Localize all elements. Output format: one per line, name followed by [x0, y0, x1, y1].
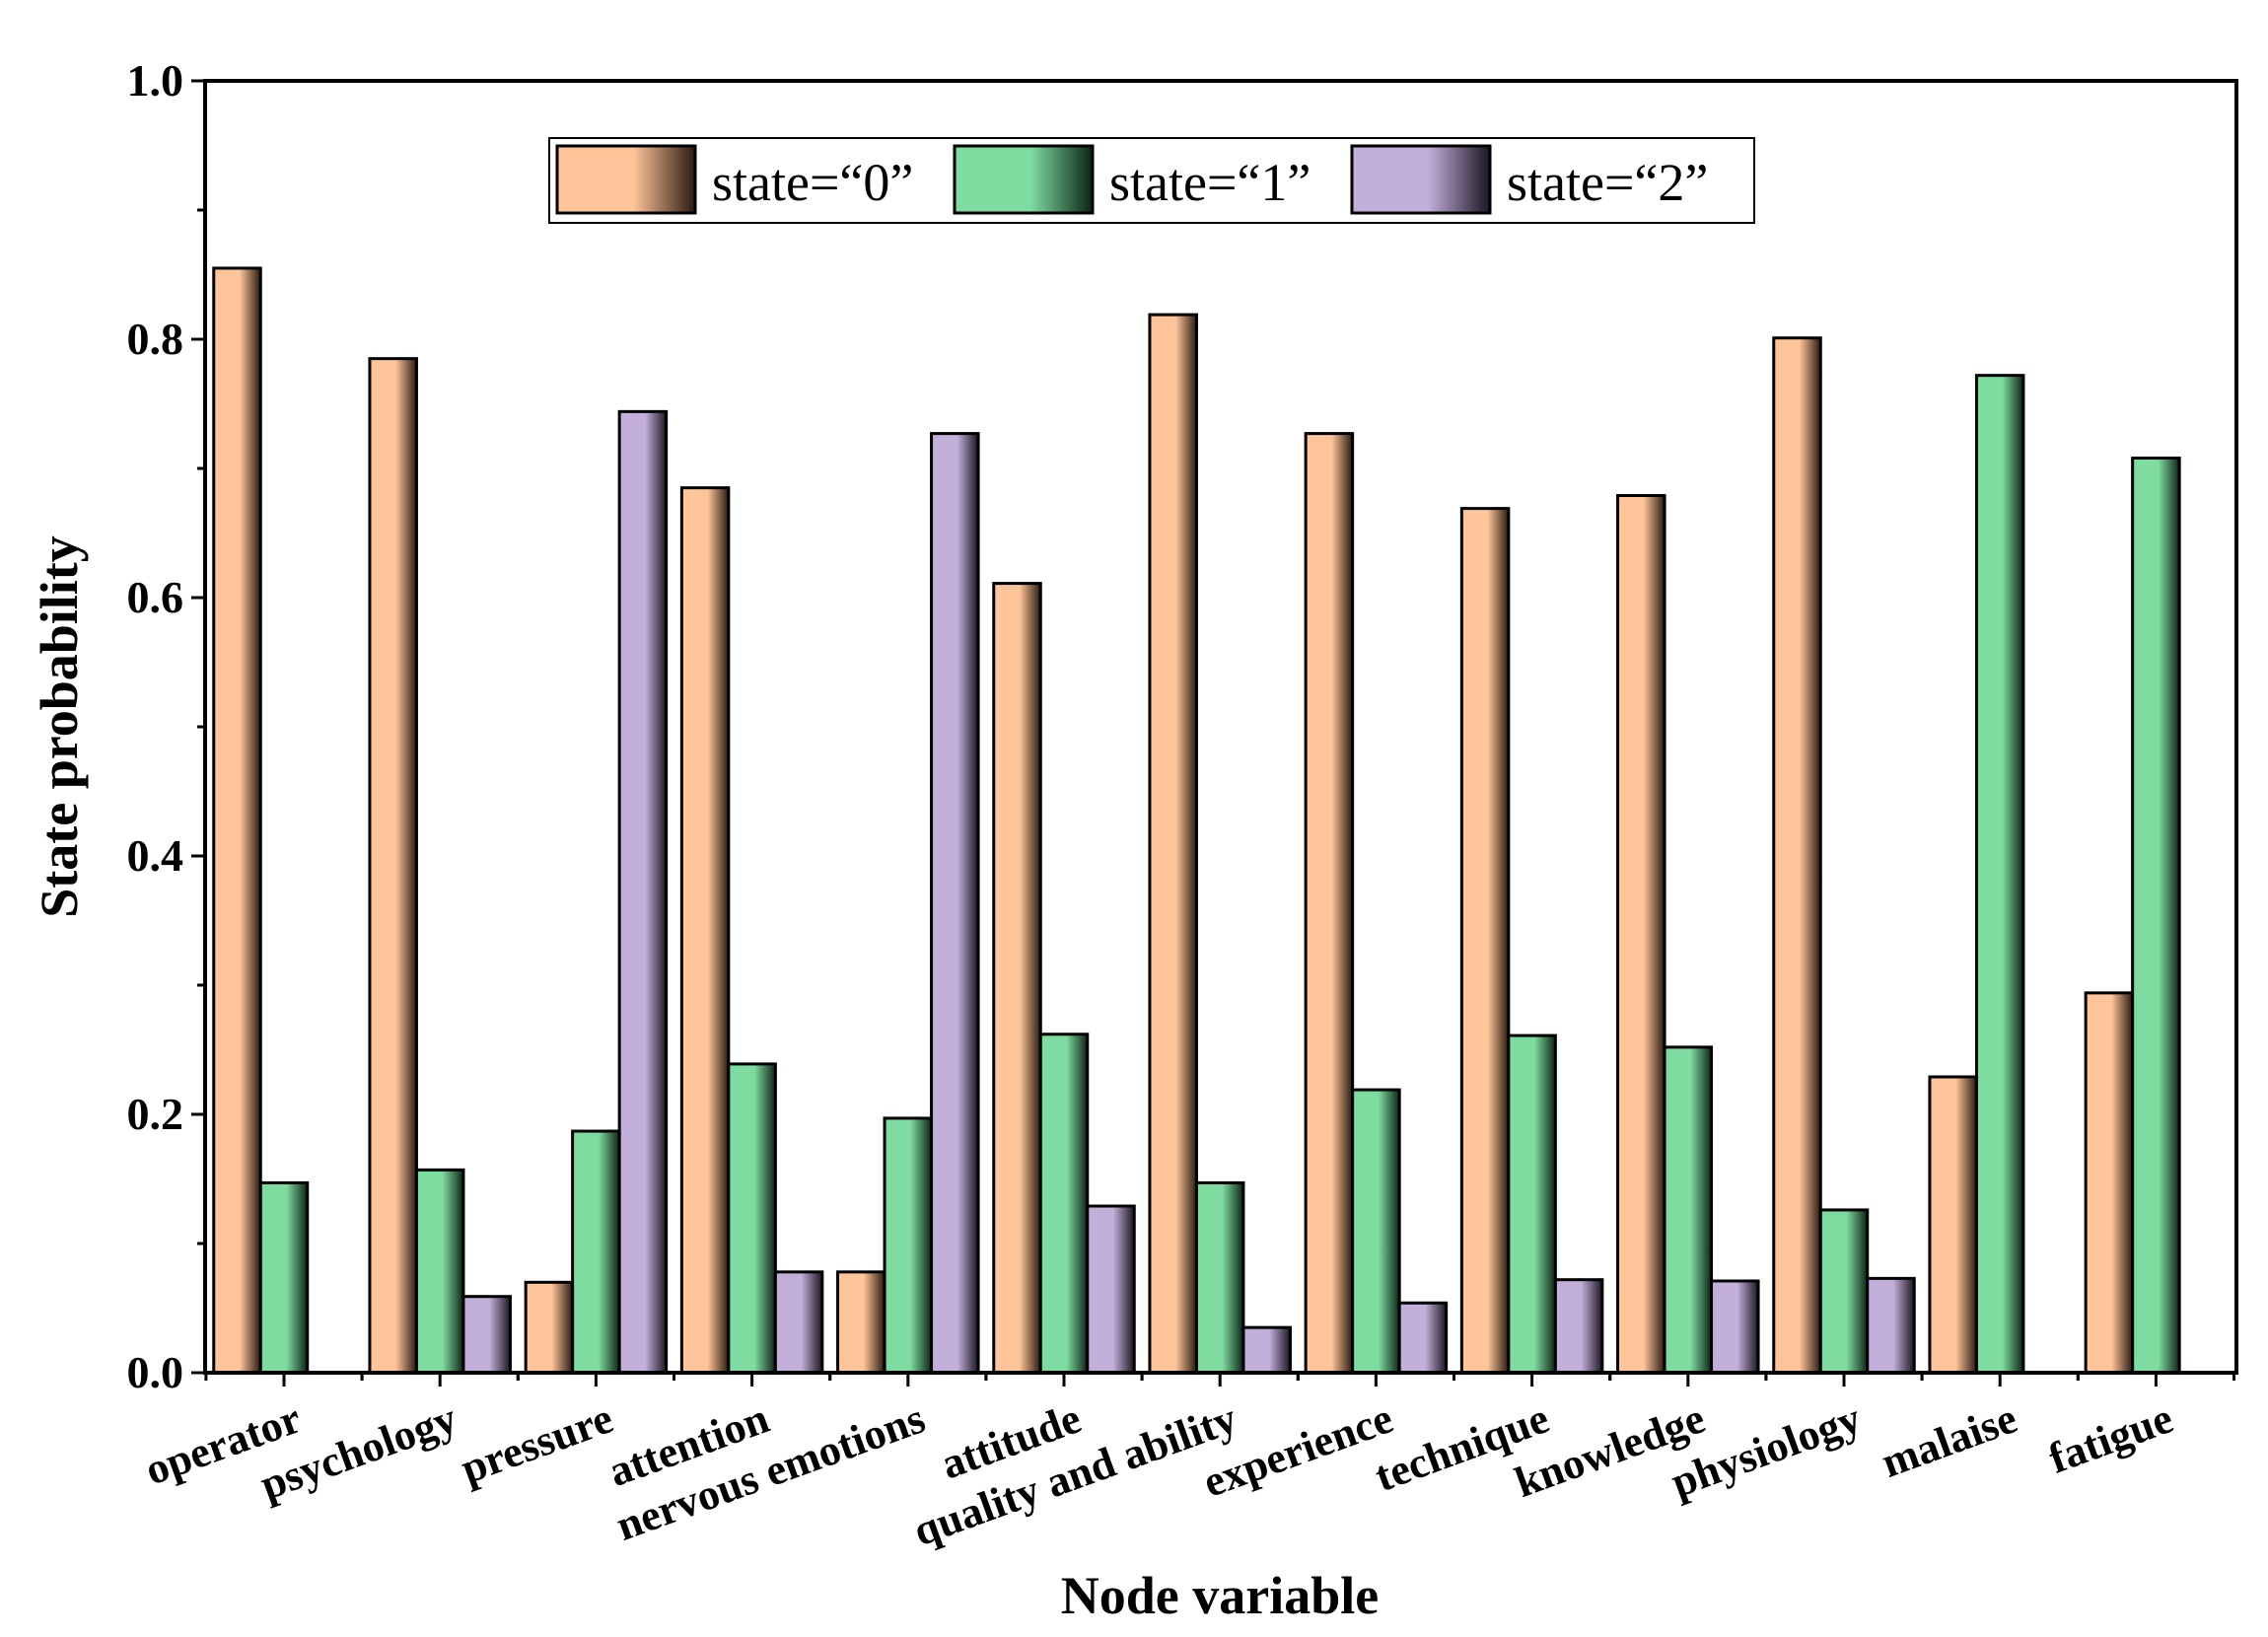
legend-swatch-state-0: [555, 144, 697, 215]
bar-attitude-state-1: [1038, 1032, 1090, 1375]
bar-pressure-state-1: [571, 1129, 621, 1375]
bar-malaise-state-1: [1974, 374, 2025, 1375]
x-axis-title: Node variable: [1061, 1566, 1379, 1625]
bar-psychology-state-1: [414, 1168, 465, 1375]
bar-nervous-emotions-state-2: [930, 432, 980, 1375]
bars-layer: [212, 266, 2181, 1375]
bar-physiology-state-0: [1772, 336, 1822, 1375]
bar-fatigue-state-0: [2084, 991, 2135, 1375]
legend-label-state-2: state=“2”: [1507, 153, 1708, 212]
bar-malaise-state-0: [1928, 1075, 1978, 1375]
bar-attitude-state-0: [992, 582, 1042, 1375]
bar-technique-state-0: [1459, 507, 1511, 1375]
bar-nervous-emotions-state-0: [836, 1270, 886, 1375]
x-tick-label-malaise: malaise: [1876, 1393, 2023, 1487]
bar-quality-and-ability-state-0: [1148, 313, 1198, 1375]
legend-swatch-state-1: [953, 144, 1095, 215]
legend: state=“0” state=“1” state=“2”: [548, 137, 1755, 224]
bar-attention-state-0: [679, 486, 731, 1375]
bar-operator-state-1: [258, 1180, 310, 1375]
bar-experience-state-1: [1351, 1088, 1401, 1375]
legend-box: [548, 137, 1755, 224]
bar-experience-state-0: [1304, 432, 1355, 1375]
y-tick-label: 0.6: [127, 572, 184, 622]
bar-technique-state-1: [1507, 1033, 1557, 1375]
bar-attention-state-1: [727, 1062, 777, 1375]
bar-knowledge-state-2: [1710, 1279, 1760, 1375]
bar-experience-state-2: [1397, 1301, 1449, 1375]
bar-nervous-emotions-state-1: [883, 1116, 934, 1375]
y-tick-label: 0.2: [127, 1089, 184, 1139]
x-axis: operatorpsychologypressureattentionnervo…: [139, 1373, 2235, 1555]
y-tick-label: 0.4: [127, 830, 184, 881]
bar-knowledge-state-0: [1616, 494, 1666, 1375]
bar-attitude-state-2: [1086, 1204, 1136, 1375]
bar-technique-state-2: [1553, 1278, 1604, 1375]
bar-pressure-state-2: [617, 409, 669, 1375]
y-axis: 0.0 0.2 0.4 0.6 0.8 1.0: [127, 55, 205, 1397]
legend-label-state-0: state=“0”: [712, 153, 913, 212]
bar-psychology-state-0: [368, 357, 418, 1375]
y-axis-title: State probability: [30, 535, 89, 918]
bar-pressure-state-0: [524, 1280, 575, 1375]
bar-knowledge-state-1: [1663, 1045, 1714, 1375]
y-tick-label: 0.8: [127, 314, 184, 364]
y-tick-label: 1.0: [127, 55, 184, 106]
legend-label-state-1: state=“1”: [1109, 153, 1311, 212]
bar-attention-state-2: [773, 1270, 824, 1375]
bar-operator-state-0: [212, 266, 262, 1375]
x-tick-label-pressure: pressure: [455, 1393, 619, 1493]
bar-fatigue-state-1: [2131, 457, 2181, 1375]
x-tick-label-fatigue: fatigue: [2042, 1393, 2178, 1482]
legend-swatch-state-2: [1350, 144, 1492, 215]
bar-psychology-state-2: [461, 1295, 512, 1375]
bar-physiology-state-2: [1866, 1276, 1916, 1375]
bar-quality-and-ability-state-2: [1241, 1325, 1292, 1375]
bar-physiology-state-1: [1818, 1208, 1870, 1375]
bar-quality-and-ability-state-1: [1194, 1180, 1245, 1375]
y-tick-label: 0.0: [127, 1347, 184, 1397]
